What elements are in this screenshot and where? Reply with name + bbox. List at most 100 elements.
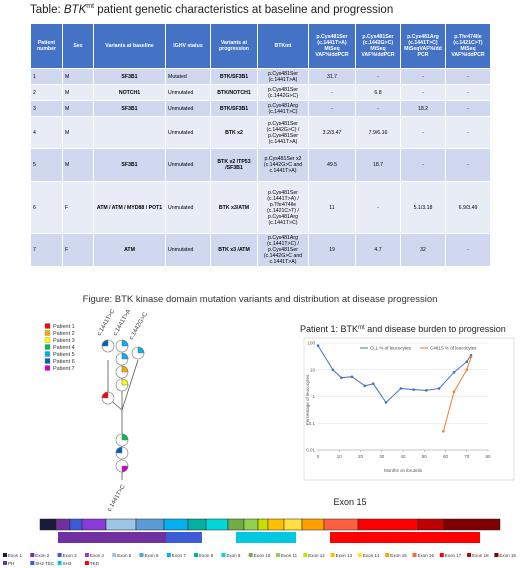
table-cell: - [445, 233, 491, 267]
exon-segment [417, 518, 445, 531]
point [442, 430, 445, 433]
chart-frame [303, 337, 515, 481]
mutation-label: c.1442G>C [129, 311, 150, 341]
table-cell: Unmutated [165, 148, 211, 182]
header-cell: p.Thr474Ile (c.1421C>T) MiSeq VAF%/ddPCR [445, 23, 491, 69]
header-cell: Variants at progression [210, 23, 258, 69]
y-tick-label: 1 [312, 394, 315, 399]
pie-slice [121, 433, 129, 441]
exon-segment [105, 518, 137, 531]
legend-swatch [84, 561, 89, 565]
point [363, 384, 367, 388]
pie-slice [121, 365, 129, 373]
table-cell: p.Cys481Ser (c.1442G>C) / p.Cys481Ser (c… [257, 116, 309, 149]
series-line [442, 356, 472, 432]
legend-label: PH [8, 561, 14, 566]
x-tick-label: 10 [337, 454, 343, 459]
y-tick-label: 0.01 [306, 448, 315, 453]
exon-segment [257, 518, 269, 531]
exon-segment [39, 518, 57, 531]
table-cell: Unmutated [165, 181, 211, 234]
legend-swatch [439, 553, 444, 557]
legend-swatch [44, 358, 51, 364]
exon-segment [69, 518, 83, 531]
table-cell: p.Cys481Ser x2 (c.1442G>C and c.1441T>A) [257, 148, 309, 182]
x-axis-label: Months on ibrutinib [384, 468, 423, 473]
title-part: mt [358, 325, 365, 331]
legend-swatch [3, 553, 7, 557]
legend-label: Patient 4 [53, 345, 75, 351]
pie-slice [115, 446, 123, 454]
table-row: 6 F ATM / ATM / MYD88 / POT1 Unmutated BTK x… [30, 181, 491, 234]
exon-segment [187, 518, 207, 531]
y-tick-label: 10 [310, 367, 316, 372]
exon-map: Exon 1 Exon 2 Exon 3 Exon 4 Exon 5 Exon 6 Exon… [3, 518, 516, 566]
header-cell: BTKmt [257, 23, 309, 69]
title-part: BTK [63, 3, 87, 16]
point [384, 401, 388, 404]
table-cell: - [445, 148, 491, 182]
y-tick-label: 0.1 [309, 421, 316, 426]
table-cell: M [62, 116, 94, 149]
table-cell: - [308, 100, 356, 117]
legend-swatch [139, 553, 144, 557]
legend-label: Exon 13 [336, 553, 353, 558]
exon-segment [55, 518, 71, 531]
exon-segment [163, 518, 189, 531]
title-part: Table: [30, 3, 64, 16]
table-cell: Unmutated [165, 116, 211, 149]
exon-segment [227, 518, 245, 531]
title-part: patient genetic characteristics at basel… [94, 3, 394, 16]
point [316, 344, 320, 347]
table-cell: 3.2/3.47 [308, 116, 356, 149]
point [399, 387, 403, 390]
table-cell: 4.7 [355, 233, 401, 267]
table-cell: - [400, 148, 446, 182]
series-line [317, 345, 472, 404]
table-cell: - [445, 100, 491, 117]
table-row: 2 M NOTCH1 Unmutated BTK/NOTCH1 p.Cys481Ser (… [30, 84, 491, 101]
legend-label: Exon 14 [363, 553, 380, 558]
point [465, 368, 469, 372]
table-cell: - [308, 84, 356, 101]
table-cell: - [355, 68, 401, 85]
table-cell: BTK/SF3B1 [210, 100, 258, 117]
pie-slice [101, 391, 109, 399]
table: Patient number Sex Variants at baseline IGH… [30, 23, 491, 267]
point [437, 387, 441, 390]
header-cell: p.Cys481Ser (c.1441T>A) MiSeq VAF%/ddPCR [308, 23, 356, 69]
legend-label: Exon 4 [90, 553, 105, 558]
x-tick-label: 30 [379, 454, 385, 459]
header-cell: Sex [62, 23, 94, 69]
table-cell: p.Cys481Ser (c.1441T>A) [257, 68, 309, 85]
exon-segment [205, 518, 229, 531]
table-cell: F [62, 233, 94, 267]
exon-segment [443, 518, 501, 531]
exon-title: Exon 15 [333, 497, 366, 507]
table-cell: 32 [400, 233, 446, 267]
legend-label: Exon 15 [390, 553, 407, 558]
legend-label: Patient 5 [53, 352, 75, 358]
pie-slice [121, 465, 129, 473]
pie-slice [121, 352, 129, 360]
legend-label: Exon 8 [199, 553, 214, 558]
legend-swatch [57, 553, 62, 557]
legend-swatch [3, 561, 7, 565]
legend-swatch [44, 330, 51, 336]
exon-segment [283, 518, 303, 531]
point [425, 389, 428, 392]
domain-segment [58, 532, 166, 543]
point [469, 355, 473, 359]
table-cell: BTK x3/ATM [210, 181, 258, 234]
x-tick-label: 0 [317, 454, 320, 459]
legend-label: CLL % of leucocytes [370, 346, 412, 351]
exon-segment [323, 518, 359, 531]
legend-label: Exon 2 [35, 553, 50, 558]
table-cell: ATM [93, 233, 166, 267]
header-cell: IGHV status [165, 23, 211, 69]
point [465, 360, 469, 363]
legend-swatch [44, 344, 51, 350]
header-row: Patient number Sex Variants at baseline IGH… [30, 23, 491, 69]
